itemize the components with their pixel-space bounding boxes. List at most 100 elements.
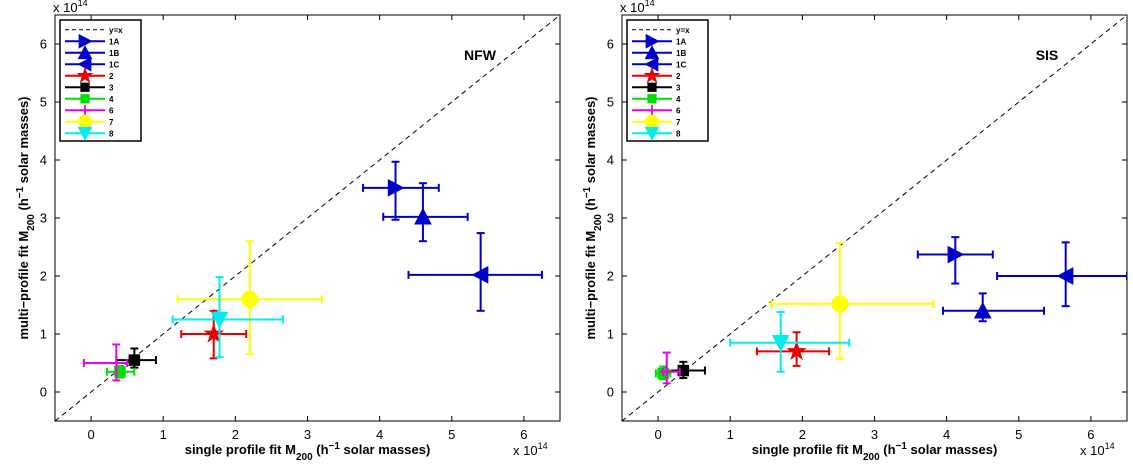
series-4	[105, 364, 136, 379]
x-tick-label: 1	[160, 427, 167, 442]
data-point-1b	[973, 301, 992, 319]
data-point-2	[786, 340, 807, 361]
legend-label: 6	[676, 106, 681, 115]
series-6	[659, 351, 681, 385]
x-multiplier-label: x 1014	[513, 441, 548, 458]
legend-label: 1B	[676, 49, 686, 58]
x-tick-label: 6	[520, 427, 527, 442]
y-tick-label: 2	[40, 269, 47, 284]
legend-marker-4	[80, 94, 90, 104]
data-point-3	[128, 354, 141, 366]
y-tick-label: 4	[40, 153, 47, 168]
legend-label: y=x	[109, 26, 123, 35]
x-tick-label: 0	[87, 427, 94, 442]
legend-marker-7	[78, 114, 92, 129]
data-point-1b	[414, 207, 432, 225]
x-tick-label: 6	[1087, 427, 1094, 442]
legend-label: y=x	[676, 26, 690, 35]
legend-marker-1a	[645, 33, 660, 49]
legend-marker-1a	[78, 33, 93, 49]
legend-marker-3	[80, 82, 90, 92]
x-tick-label: 3	[871, 427, 878, 442]
panel-label: SIS	[1036, 47, 1059, 63]
x-tick-label: 1	[727, 427, 734, 442]
legend-label: 1B	[109, 49, 119, 58]
data-point-6	[109, 356, 124, 370]
x-tick-label: 4	[376, 427, 383, 442]
y-axis-label: multi−profile fit M200 (h−1 solar masses…	[582, 96, 604, 339]
legend-marker-2	[643, 66, 661, 84]
y-tick-label: 1	[607, 327, 614, 342]
y-tick-label: 6	[40, 37, 47, 52]
x-axis-label: single profile fit M200 (h−1 solar masse…	[752, 441, 998, 463]
legend-marker-8	[77, 126, 93, 141]
y-tick-label: 0	[607, 385, 614, 400]
y-tick-label: 6	[607, 37, 614, 52]
legend-box	[59, 19, 142, 142]
data-layer	[82, 160, 543, 382]
x-tick-label: 5	[448, 427, 455, 442]
legend-label: 2	[109, 72, 114, 81]
panel-label: NFW	[464, 47, 497, 63]
data-point-8	[771, 335, 790, 352]
series-6	[82, 343, 129, 382]
legend-label: 4	[109, 95, 114, 104]
series-8	[729, 310, 851, 373]
legend: y=x 1A 1B 1C 2 3 4 6 7 8	[59, 19, 142, 142]
data-point-1c	[471, 266, 489, 284]
legend-label: 1C	[109, 60, 119, 69]
legend-label: 8	[676, 129, 681, 138]
y-axis-label: multi−profile fit M200 (h−1 solar masses…	[15, 96, 37, 339]
legend-marker-1b	[644, 45, 660, 60]
x-tick-label: 4	[943, 427, 950, 442]
y-multiplier-label: x 1014	[53, 0, 88, 15]
legend-label: 7	[109, 118, 114, 127]
x-tick-label: 2	[232, 427, 239, 442]
legend-box	[626, 19, 709, 142]
legend-marker-3	[647, 82, 657, 92]
y-tick-label: 2	[607, 269, 614, 284]
y-tick-label: 0	[40, 385, 47, 400]
data-layer	[654, 236, 1127, 385]
x-multiplier-label: x 1014	[1080, 441, 1115, 458]
legend-marker-2	[76, 66, 94, 84]
legend-marker-6	[79, 104, 91, 116]
y-tick-label: 1	[40, 327, 47, 342]
data-point-1a	[947, 245, 965, 264]
data-point-7	[241, 290, 259, 308]
series-1b	[942, 292, 1046, 323]
x-axis-label: single profile fit M200 (h−1 solar masse…	[185, 441, 431, 463]
legend-label: 1A	[109, 37, 119, 46]
legend-marker-7	[645, 114, 659, 129]
y-tick-label: 5	[40, 95, 47, 110]
data-point-1a	[387, 179, 405, 197]
series-1c	[407, 232, 543, 312]
series-1a	[916, 236, 994, 285]
series-1c	[996, 241, 1127, 308]
data-point-6	[659, 364, 674, 379]
y-tick-label: 5	[607, 95, 614, 110]
data-point-4	[114, 365, 126, 378]
x-tick-label: 5	[1015, 427, 1022, 442]
legend-marker-1b	[77, 45, 93, 60]
series-8	[171, 276, 284, 359]
x-tick-label: 2	[799, 427, 806, 442]
series-3	[664, 360, 706, 380]
legend-label: 3	[676, 83, 681, 92]
legend-marker-4	[647, 94, 657, 104]
y-multiplier-label: x 1014	[620, 0, 655, 15]
legend-label: 3	[109, 83, 114, 92]
data-point-1c	[1056, 267, 1074, 285]
series-2	[755, 331, 831, 367]
y-tick-label: 3	[607, 211, 614, 226]
y-tick-label: 4	[607, 153, 614, 168]
data-point-3	[677, 364, 690, 377]
x-tick-label: 3	[304, 427, 311, 442]
legend-label: 2	[676, 72, 681, 81]
legend-label: 7	[676, 118, 681, 127]
legend-label: 4	[676, 95, 681, 104]
legend-marker-8	[644, 126, 660, 141]
